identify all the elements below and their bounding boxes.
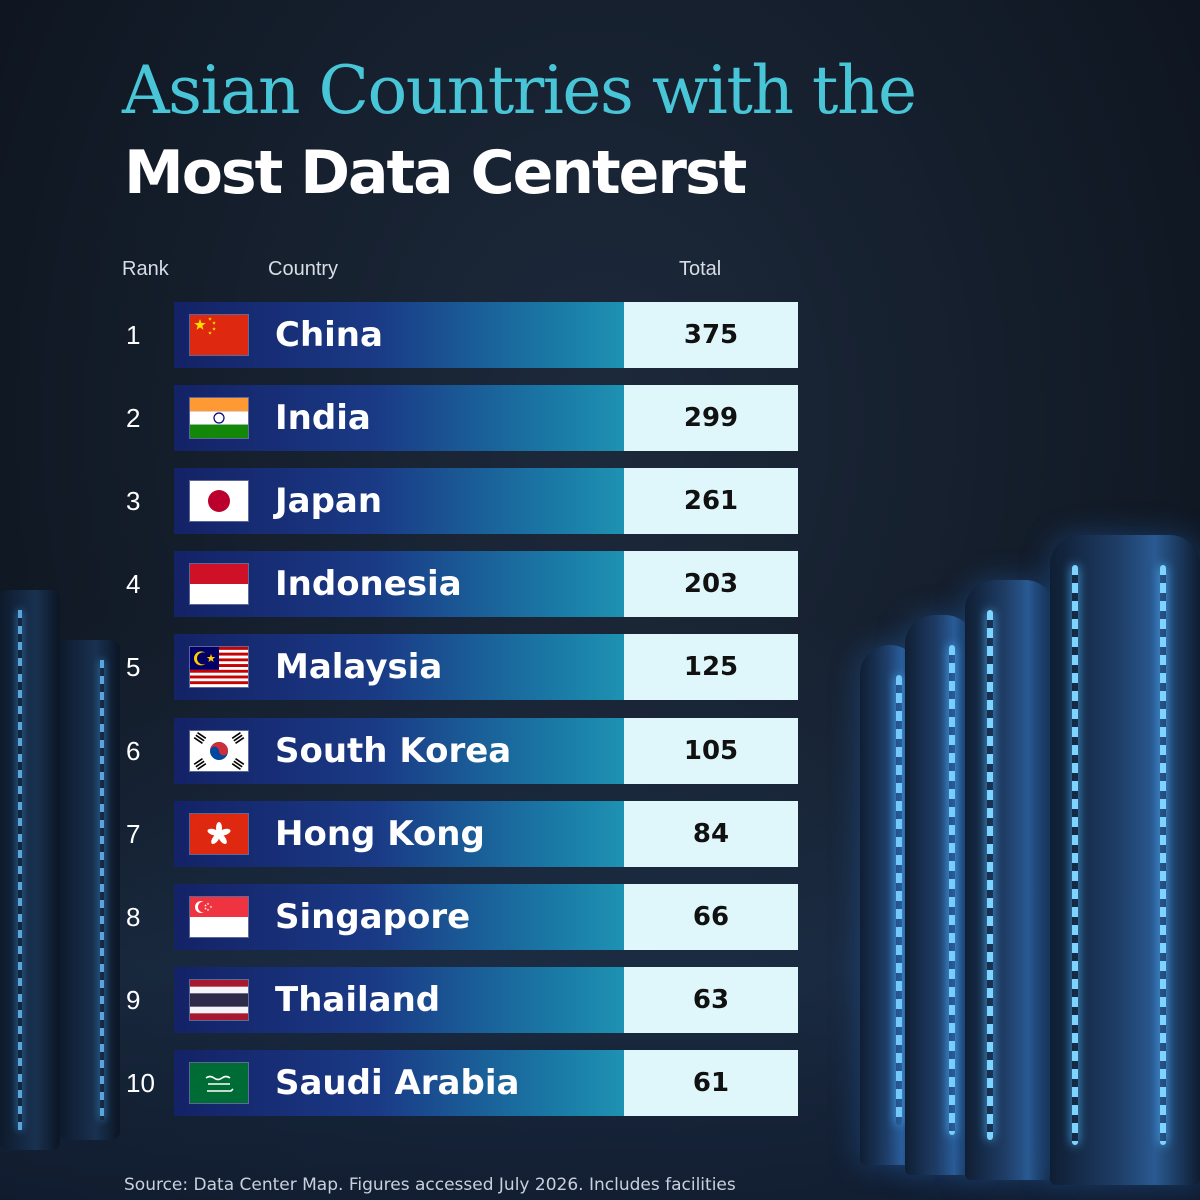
singapore-flag-icon: [190, 896, 248, 937]
rank-label: 7: [126, 818, 141, 849]
country-bar: [174, 966, 624, 1033]
rank-label: 4: [126, 569, 141, 600]
thailand-flag-icon: [190, 979, 248, 1020]
rank-label: 3: [126, 486, 141, 517]
total-value: 125: [624, 634, 798, 701]
country-bar: [174, 883, 624, 950]
table-row: 10 Saudi Arabia 61: [0, 1049, 1200, 1116]
country-name: Thailand: [275, 979, 441, 1020]
total-value: 61: [624, 1049, 798, 1116]
total-value: 66: [624, 883, 798, 950]
saudi-arabia-flag-icon: [190, 1062, 248, 1103]
country-name: Japan: [275, 481, 383, 522]
country-bar: [174, 800, 624, 867]
country-name: South Korea: [275, 730, 512, 771]
country-name: Indonesia: [275, 564, 462, 605]
table-row: 3 Japan 261: [0, 468, 1200, 535]
total-value: 203: [624, 551, 798, 618]
country-name: Hong Kong: [275, 813, 485, 854]
malaysia-flag-icon: [190, 647, 248, 688]
total-value: 105: [624, 717, 798, 784]
country-bar: [174, 717, 624, 784]
total-value: 375: [624, 302, 798, 368]
country-bar: [174, 468, 624, 535]
country-bar: [174, 385, 624, 452]
total-value: 299: [624, 385, 798, 452]
rank-label: 2: [126, 403, 141, 434]
table-row: 2 India 299: [0, 385, 1200, 452]
table-row: 9 Thailand 63: [0, 966, 1200, 1033]
japan-flag-icon: [190, 481, 248, 522]
column-header-country: Country: [268, 258, 339, 280]
column-header-rank: Rank: [122, 258, 169, 280]
total-value: 261: [624, 468, 798, 535]
table-row: 1 China 375: [0, 302, 1200, 368]
south-korea-flag-icon: [190, 730, 248, 771]
india-flag-icon: [190, 398, 248, 439]
rank-label: 9: [126, 984, 141, 1015]
rank-label: 5: [126, 652, 141, 683]
country-name: India: [275, 398, 371, 439]
country-bar: [174, 551, 624, 618]
country-name: Singapore: [275, 896, 471, 937]
china-flag-icon: [190, 315, 248, 355]
country-name: Malaysia: [275, 647, 443, 688]
rank-label: 6: [126, 735, 141, 766]
indonesia-flag-icon: [190, 564, 248, 605]
country-name: China: [275, 315, 383, 355]
title-line-2: Most Data Centerst: [124, 138, 747, 208]
table-row: 5 Malaysia 125: [0, 634, 1200, 701]
country-bar: [174, 1049, 624, 1116]
country-name: Saudi Arabia: [275, 1062, 520, 1103]
country-bar: [174, 302, 624, 368]
total-value: 63: [624, 966, 798, 1033]
table-row: 6 South Korea 105: [0, 717, 1200, 784]
column-header-total: Total: [679, 258, 722, 280]
total-value: 84: [624, 800, 798, 867]
table-row: 7 Hong Kong 84: [0, 800, 1200, 867]
table-row: 4 Indonesia 203: [0, 551, 1200, 618]
country-bar: [174, 634, 624, 701]
hong-kong-flag-icon: [190, 813, 248, 854]
rank-label: 10: [126, 1067, 155, 1098]
table-row: 8 Singapore 66: [0, 883, 1200, 950]
rank-label: 1: [126, 320, 141, 350]
rank-label: 8: [126, 901, 141, 932]
title-line-1: Asian Countries with the: [122, 52, 917, 129]
source-note: Source: Data Center Map. Figures accesse…: [124, 1175, 736, 1195]
